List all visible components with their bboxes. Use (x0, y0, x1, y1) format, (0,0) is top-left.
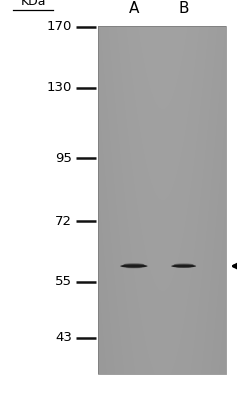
Text: 72: 72 (55, 214, 72, 228)
Text: A: A (129, 1, 139, 16)
Ellipse shape (126, 267, 142, 268)
Text: 95: 95 (55, 152, 72, 165)
Text: B: B (178, 1, 189, 16)
Ellipse shape (176, 267, 191, 268)
Text: KDa: KDa (20, 0, 46, 8)
Ellipse shape (173, 264, 194, 266)
Text: 55: 55 (55, 276, 72, 288)
Ellipse shape (120, 264, 147, 268)
Ellipse shape (171, 264, 196, 268)
Text: 43: 43 (55, 331, 72, 344)
Bar (98, 26, 226, 374)
Text: 130: 130 (47, 81, 72, 94)
Ellipse shape (123, 264, 145, 266)
Text: 170: 170 (47, 20, 72, 34)
